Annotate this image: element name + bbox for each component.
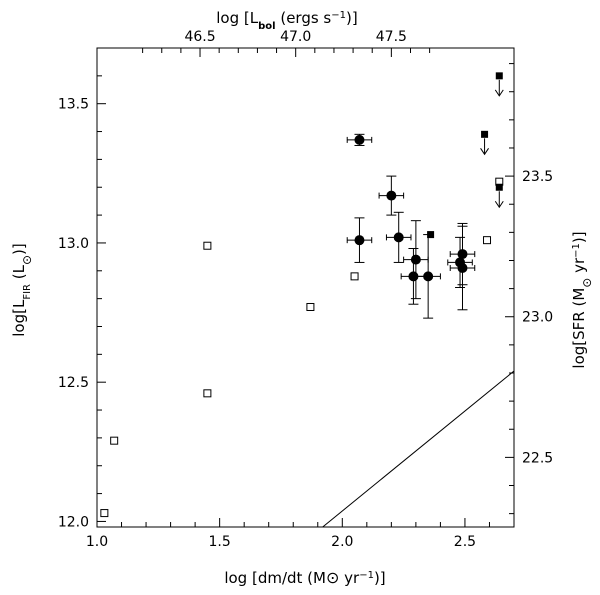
open-square-point — [203, 389, 212, 398]
top-tick-label: 47.5 — [376, 29, 407, 45]
model-line — [322, 370, 515, 528]
model-line-segment — [322, 370, 515, 528]
right-tick-label: 23.0 — [522, 310, 553, 326]
open-square-point — [110, 436, 119, 445]
x-tick-label: 1.0 — [86, 534, 108, 550]
x-tick-label: 1.5 — [209, 534, 231, 550]
filled-circle-point — [457, 263, 468, 274]
y-tick-label: 12.0 — [58, 514, 89, 530]
open-square-point — [350, 272, 359, 281]
filled-square-point — [427, 231, 435, 239]
axis-ticks — [96, 47, 515, 527]
y-tick-label: 13.5 — [58, 97, 89, 113]
filled-circle-point — [354, 235, 365, 246]
upper-limit-arrow-head — [480, 148, 489, 156]
filled-circle-point — [386, 190, 397, 201]
top-axis-title: log [Lbol (ergs s−1)] — [216, 9, 357, 32]
top-tick-label: 47.0 — [280, 29, 311, 45]
open-square-point — [100, 509, 109, 518]
open-square-point — [203, 241, 212, 250]
y-tick-label: 13.0 — [58, 236, 89, 252]
filled-circle-point — [410, 254, 421, 265]
filled-circle-point — [393, 232, 404, 243]
upper-limit-arrow-head — [494, 200, 504, 209]
data-points — [100, 72, 504, 518]
open-square-point — [306, 302, 315, 311]
plot-frame — [96, 47, 515, 528]
y-axis-title: log[LFIR (L⊙)] — [10, 243, 34, 337]
filled-circle-point — [423, 271, 434, 282]
open-square-point — [483, 236, 492, 245]
x-tick-label: 2.0 — [331, 534, 353, 550]
x-axis-title: log [dm/dt (M⊙ yr−1)] — [224, 568, 385, 587]
right-tick-label: 23.5 — [522, 169, 553, 185]
upper-limit-square-point — [495, 183, 503, 191]
upper-limit-arrow-head — [494, 89, 504, 97]
right-axis-title: log[SFR (M⊙ yr−1)] — [570, 231, 594, 368]
x-tick-label: 2.5 — [454, 534, 476, 550]
upper-limit-square-point — [495, 72, 503, 80]
tick-labels: 1.0 1.5 2.0 2.5 46.5 47.0 47.5 12.0 12.5 13.0 13.5… — [58, 29, 553, 550]
upper-limit-square-point — [481, 130, 489, 138]
top-tick-label: 46.5 — [184, 29, 215, 45]
y-tick-label: 12.5 — [58, 375, 89, 391]
filled-circle-point — [354, 134, 365, 145]
right-tick-label: 22.5 — [522, 450, 553, 466]
